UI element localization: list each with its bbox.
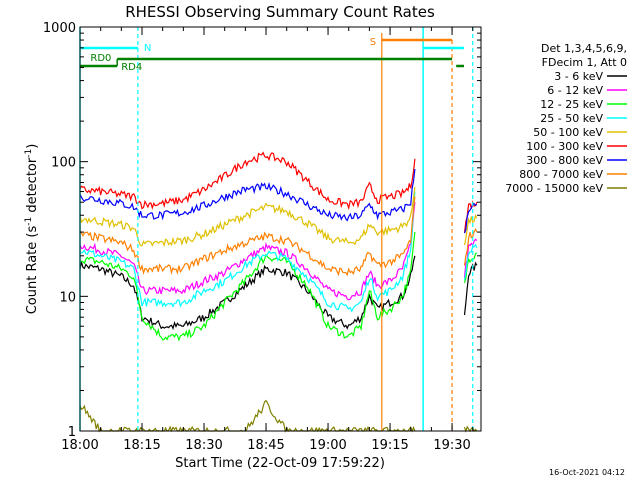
series-tail-7 — [463, 228, 478, 266]
y-axis-label: Count Rate (s-1 detector-1) — [24, 144, 40, 315]
legend-label: 100 - 300 keV — [526, 140, 603, 153]
series-line-5 — [79, 151, 416, 211]
footer-timestamp: 16-Oct-2021 04:12 — [549, 468, 625, 477]
legend-label: 6 - 12 keV — [547, 84, 603, 97]
series-tail-0 — [463, 261, 478, 316]
legend-label: 800 - 7000 keV — [519, 168, 603, 181]
x-tick-label: 18:30 — [185, 438, 222, 453]
series-line-0 — [79, 255, 416, 331]
series-tail-8 — [463, 425, 478, 433]
series-line-8 — [79, 399, 416, 433]
series-line-3 — [79, 191, 416, 313]
y-tick-label: 100 — [51, 156, 76, 171]
flag-label-rd0: RD0 — [90, 53, 111, 64]
series-tail-1 — [463, 238, 478, 279]
series-line-7 — [79, 196, 416, 277]
x-tick-label: 18:00 — [61, 438, 98, 453]
legend-header-1: Det 1,3,4,5,6,9, — [541, 42, 627, 55]
series-line-4 — [79, 186, 416, 248]
flag-label-n: N — [144, 43, 151, 54]
chart-title: RHESSI Observing Summary Count Rates — [125, 3, 435, 21]
legend-label: 300 - 800 keV — [526, 154, 603, 167]
series-line-1 — [79, 202, 416, 301]
x-tick-label: 19:30 — [433, 438, 470, 453]
legend-label: 12 - 25 keV — [540, 98, 603, 111]
x-tick-label: 19:00 — [309, 438, 346, 453]
legend: Det 1,3,4,5,6,9, FDecim 1, Att 0 3 - 6 k… — [505, 42, 627, 195]
x-tick-label: 19:15 — [371, 438, 408, 453]
legend-label: 25 - 50 keV — [540, 112, 603, 125]
series-line-2 — [79, 232, 416, 342]
axis-layer: 18:00 18:15 18:30 18:45 19:00 19:15 19:30 1 10 10… — [43, 21, 481, 453]
flag-layer: N RD0 RD4 S — [79, 27, 474, 431]
x-axis-label: Start Time (22-Oct-09 17:59:22) — [175, 456, 385, 471]
y-tick-label: 1 — [68, 425, 76, 440]
plot-frame — [79, 26, 482, 432]
x-tick-label: 18:45 — [247, 438, 284, 453]
flag-label-rd4: RD4 — [121, 62, 142, 73]
legend-label: 3 - 6 keV — [554, 70, 603, 83]
legend-label: 50 - 100 keV — [533, 126, 603, 139]
y-tick-label: 1000 — [43, 21, 76, 36]
legend-header-2: FDecim 1, Att 0 — [542, 56, 627, 69]
y-tick-label: 10 — [59, 290, 76, 305]
flag-label-s: S — [370, 37, 376, 48]
legend-label: 7000 - 15000 keV — [505, 182, 603, 195]
series-tail-6 — [463, 202, 478, 234]
series-line-6 — [79, 169, 416, 222]
series-tail-4 — [463, 214, 478, 246]
series-tail-3 — [463, 243, 478, 281]
x-tick-label: 18:15 — [123, 438, 160, 453]
data-layer — [79, 151, 478, 433]
